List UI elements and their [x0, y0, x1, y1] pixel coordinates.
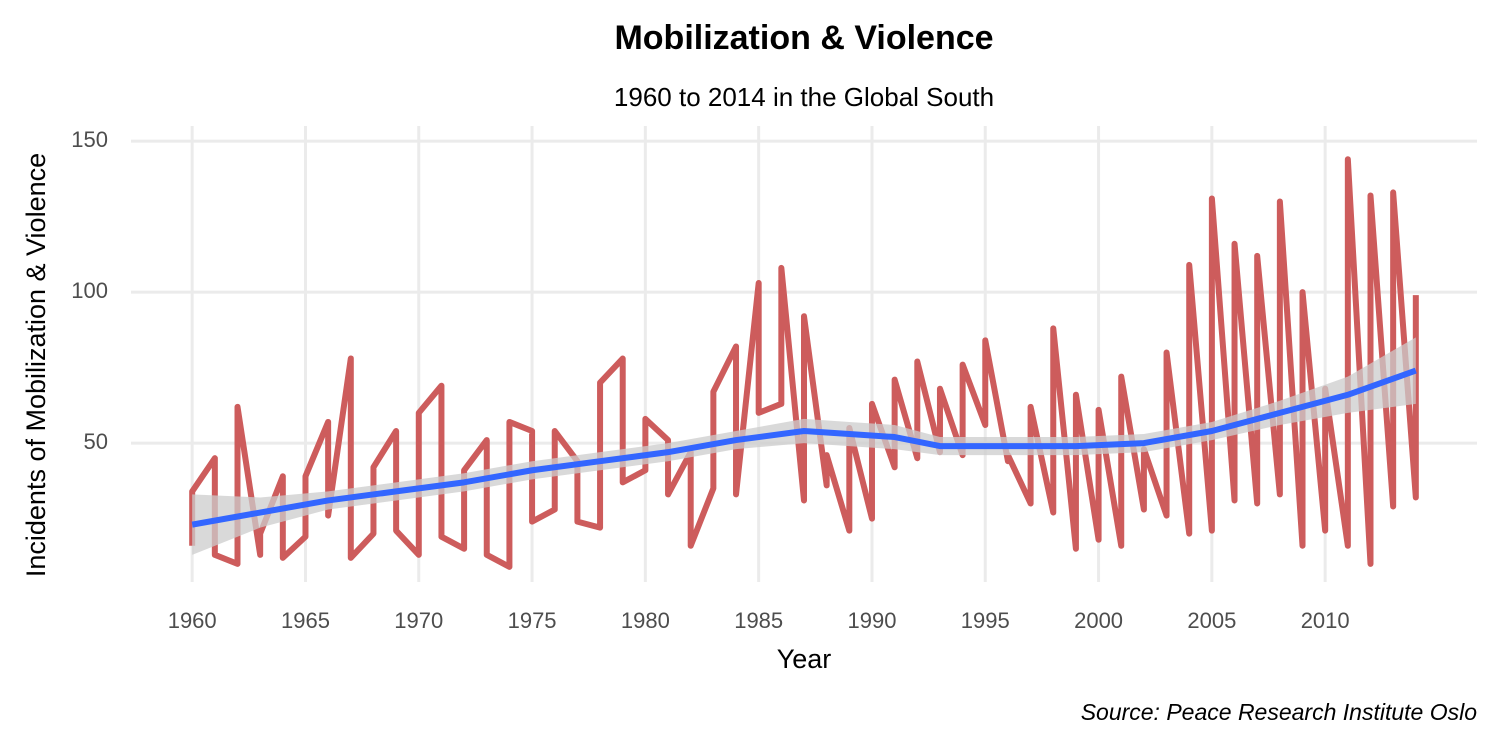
x-tick-label: 2010: [1301, 608, 1350, 633]
x-tick-label: 1985: [734, 608, 783, 633]
chart-subtitle: 1960 to 2014 in the Global South: [614, 82, 994, 112]
x-tick-label: 2005: [1187, 608, 1236, 633]
chart-title: Mobilization & Violence: [614, 19, 993, 57]
confidence-band: [192, 337, 1416, 555]
y-tick-label: 150: [71, 127, 108, 152]
x-tick-label: 1980: [621, 608, 670, 633]
x-tick-label: 1965: [281, 608, 330, 633]
data-line: [189, 156, 1419, 570]
x-tick-label: 1970: [394, 608, 443, 633]
y-axis-title: Incidents of Mobilization & Violence: [21, 153, 51, 577]
y-tick-label: 50: [84, 429, 108, 454]
x-tick-label: 1995: [961, 608, 1010, 633]
x-tick-label: 2000: [1074, 608, 1123, 633]
x-axis-title: Year: [777, 644, 832, 674]
x-tick-label: 1960: [168, 608, 217, 633]
x-tick-label: 1990: [848, 608, 897, 633]
y-tick-label: 100: [71, 278, 108, 303]
x-tick-label: 1975: [508, 608, 557, 633]
caption: Source: Peace Research Institute Oslo: [1081, 699, 1478, 725]
smooth-line: [191, 367, 1417, 528]
